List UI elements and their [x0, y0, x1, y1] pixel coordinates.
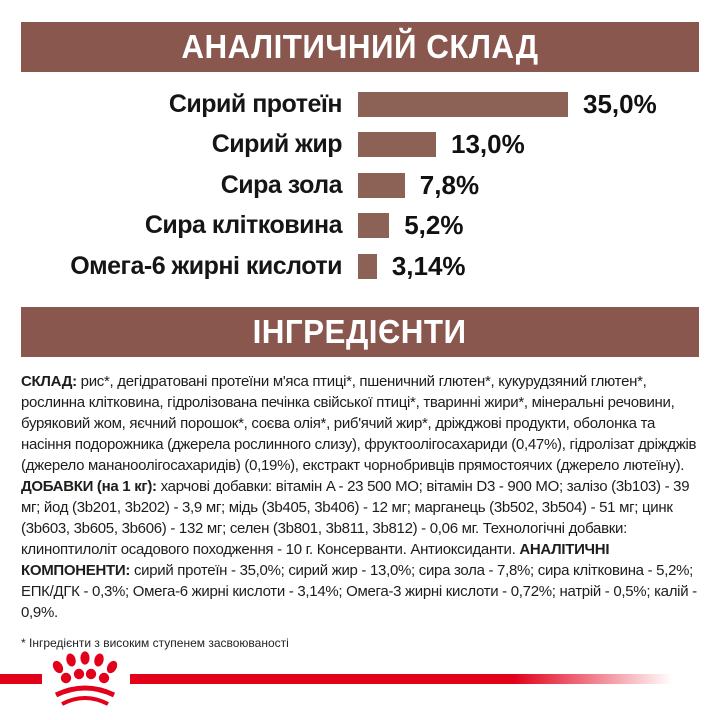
- chart-row: Сирий протеїн 35,0%: [0, 84, 720, 125]
- crown-dots: [52, 651, 118, 684]
- chart-row: Омега-6 жирні кислоти 3,14%: [0, 246, 720, 287]
- brand-red-line-right: [130, 674, 720, 684]
- chart-category-label: Омега-6 жирні кислоти: [70, 251, 342, 280]
- ingredients-section-title: ІНГРЕДІЄНТИ: [253, 313, 467, 350]
- composition-paragraph: СКЛАД: рис*, дегідратовані протеїни м'яс…: [21, 371, 701, 476]
- chart-bar: [358, 213, 390, 239]
- crown-arcs: [54, 685, 116, 706]
- additives-label: ДОБАВКИ (на 1 кг):: [21, 478, 157, 495]
- analytical-components-label: АНАЛІТИЧНІ КОМПОНЕНТИ:: [21, 541, 610, 579]
- chart-value-label: 3,14%: [391, 250, 466, 281]
- chart-category-label: Сирий жир: [211, 130, 343, 159]
- analytical-section-title: АНАЛІТИЧНИЙ СКЛАД: [181, 28, 539, 65]
- analytical-bar-chart: Сирий протеїн 35,0% Сирий жир 13,0% Сира зол…: [0, 84, 720, 287]
- composition-label: СКЛАД:: [21, 373, 77, 390]
- additives-text: харчові добавки: вітамін A - 23 500 МО; …: [21, 478, 690, 558]
- chart-value-label: 7,8%: [419, 169, 480, 200]
- chart-row: Сира зола 7,8%: [0, 165, 720, 206]
- chart-category-label: Сира зола: [220, 170, 343, 199]
- brand-red-line-left: [0, 674, 42, 684]
- additives-paragraph: ДОБАВКИ (на 1 кг): харчові добавки: віта…: [21, 476, 701, 623]
- chart-bar: [358, 132, 436, 158]
- chart-category-label: Сира клітковина: [144, 211, 343, 240]
- composition-text: рис*, дегідратовані протеїни м'яса птиці…: [21, 373, 697, 474]
- chart-value-label: 5,2%: [404, 210, 464, 241]
- chart-bar: [358, 91, 568, 117]
- royal-canin-crown-icon: [52, 651, 118, 706]
- chart-row: Сирий жир 13,0%: [0, 125, 720, 166]
- chart-bar: [358, 172, 405, 198]
- ingredients-section-header: ІНГРЕДІЄНТИ: [21, 307, 699, 357]
- chart-bar: [358, 253, 377, 279]
- analytical-section-header: АНАЛІТИЧНИЙ СКЛАД: [21, 22, 699, 72]
- chart-value-label: 13,0%: [451, 129, 525, 160]
- chart-category-label: Сирий протеїн: [168, 89, 343, 118]
- chart-row: Сира клітковина 5,2%: [0, 206, 720, 247]
- ingredients-text-block: СКЛАД: рис*, дегідратовані протеїни м'яс…: [21, 371, 701, 654]
- analytical-components-text: сирий протеїн - 35,0%; сирий жир - 13,0%…: [21, 562, 697, 621]
- footnote: * Інгредієнти з високим ступенем засвоюв…: [21, 636, 289, 650]
- chart-value-label: 35,0%: [583, 88, 657, 119]
